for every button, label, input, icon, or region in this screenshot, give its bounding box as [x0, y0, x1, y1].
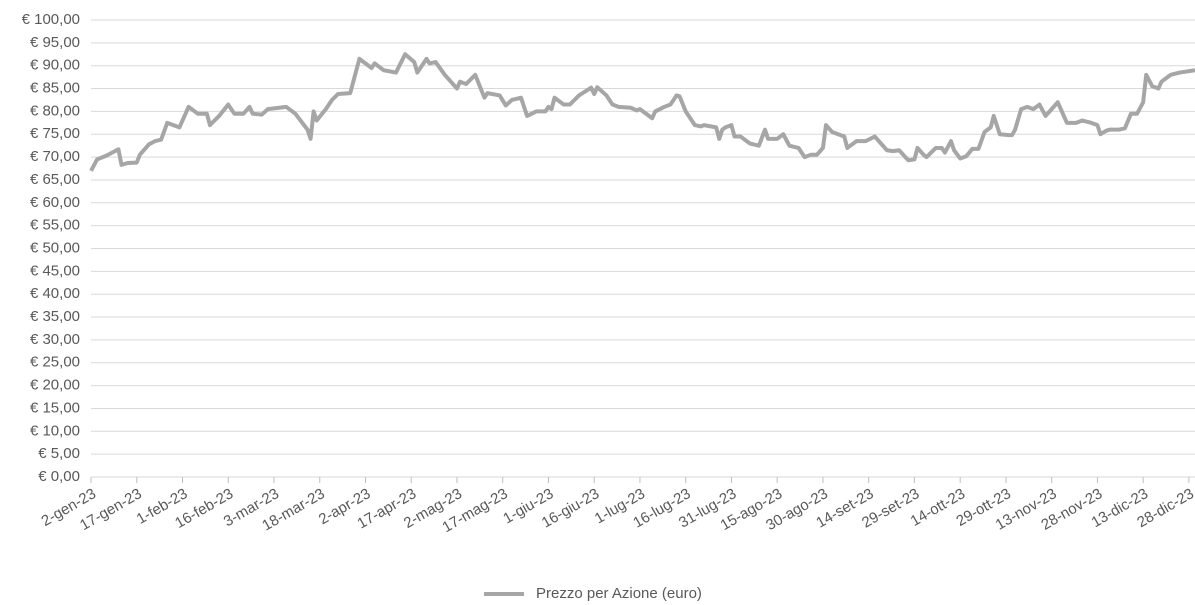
y-tick-label: € 0,00	[38, 468, 80, 485]
y-tick-label: € 25,00	[30, 354, 80, 371]
y-tick-label: € 75,00	[30, 125, 80, 142]
y-tick-label: € 65,00	[30, 171, 80, 188]
y-tick-label: € 20,00	[30, 377, 80, 394]
y-tick-label: € 80,00	[30, 102, 80, 119]
y-tick-label: € 100,00	[22, 11, 80, 28]
y-tick-label: € 95,00	[30, 34, 80, 51]
y-tick-label: € 90,00	[30, 57, 80, 74]
y-tick-label: € 15,00	[30, 399, 80, 416]
y-tick-label: € 10,00	[30, 422, 80, 439]
price-line	[89, 52, 1195, 172]
legend-label: Prezzo per Azione (euro)	[536, 585, 702, 602]
y-tick-label: € 60,00	[30, 194, 80, 211]
y-tick-label: € 30,00	[30, 331, 80, 348]
y-tick-label: € 5,00	[38, 445, 80, 462]
y-tick-label: € 40,00	[30, 285, 80, 302]
y-tick-label: € 45,00	[30, 262, 80, 279]
y-tick-label: € 55,00	[30, 217, 80, 234]
y-tick-label: € 50,00	[30, 239, 80, 256]
y-tick-label: € 35,00	[30, 308, 80, 325]
y-tick-label: € 70,00	[30, 148, 80, 165]
y-tick-label: € 85,00	[30, 80, 80, 97]
